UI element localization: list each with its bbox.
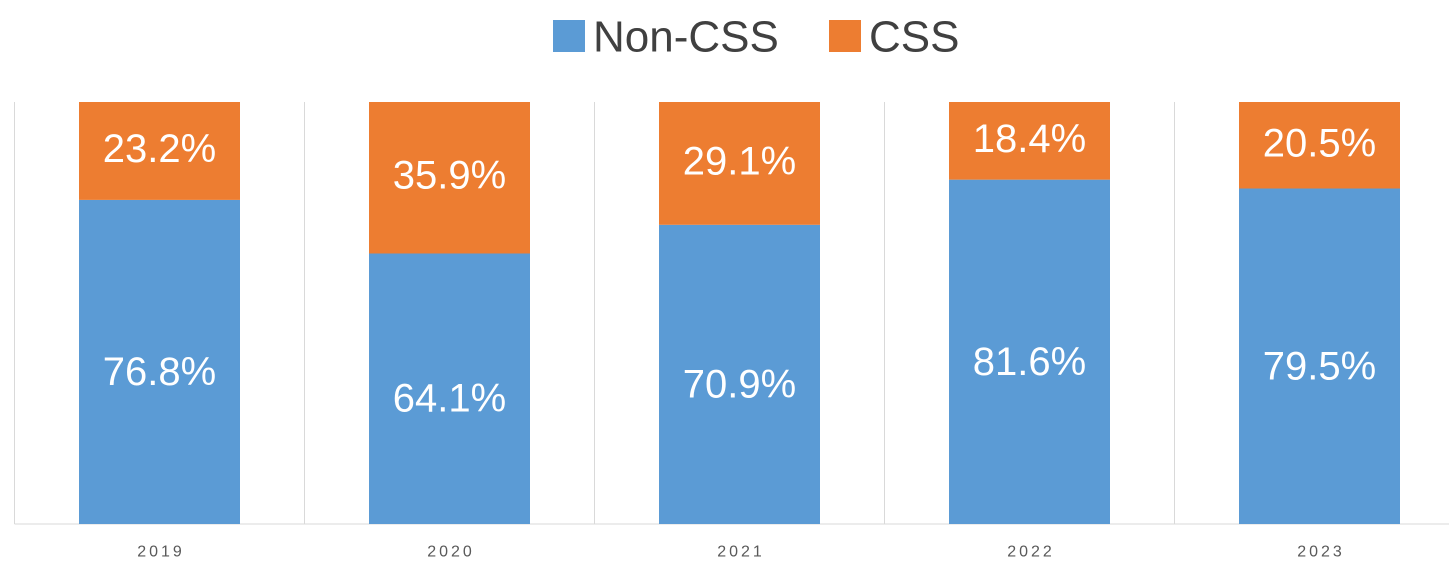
- data-label: 64.1%: [393, 377, 506, 421]
- x-tick-label: 2023: [1297, 544, 1345, 561]
- bar-segment: [949, 179, 1110, 524]
- data-label: 23.2%: [103, 127, 216, 171]
- x-tick-label: 2021: [717, 544, 765, 561]
- x-tick-label: 2022: [1007, 544, 1055, 561]
- data-label: 70.9%: [683, 362, 796, 406]
- bar-segment: [659, 102, 820, 225]
- bar-segment: [79, 199, 240, 525]
- data-label: 20.5%: [1263, 121, 1376, 165]
- bar-segment: [1239, 188, 1400, 524]
- data-label: 81.6%: [973, 340, 1086, 384]
- x-tick-label: 2020: [427, 544, 475, 561]
- bar-segment: [369, 102, 530, 254]
- legend-swatch: [829, 20, 861, 52]
- data-label: 79.5%: [1263, 344, 1376, 388]
- bar-segment: [79, 102, 240, 200]
- bar-segment: [1239, 102, 1400, 189]
- bar-segment: [659, 224, 820, 524]
- data-label: 35.9%: [393, 154, 506, 198]
- data-label: 18.4%: [973, 117, 1086, 161]
- bar-segment: [949, 102, 1110, 180]
- data-label: 76.8%: [103, 350, 216, 394]
- bar-segment: [369, 253, 530, 525]
- legend-label: Non-CSS: [593, 13, 779, 62]
- legend-swatch: [553, 20, 585, 52]
- x-tick-label: 2019: [137, 544, 185, 561]
- data-label: 29.1%: [683, 139, 796, 183]
- legend-label: CSS: [869, 13, 959, 62]
